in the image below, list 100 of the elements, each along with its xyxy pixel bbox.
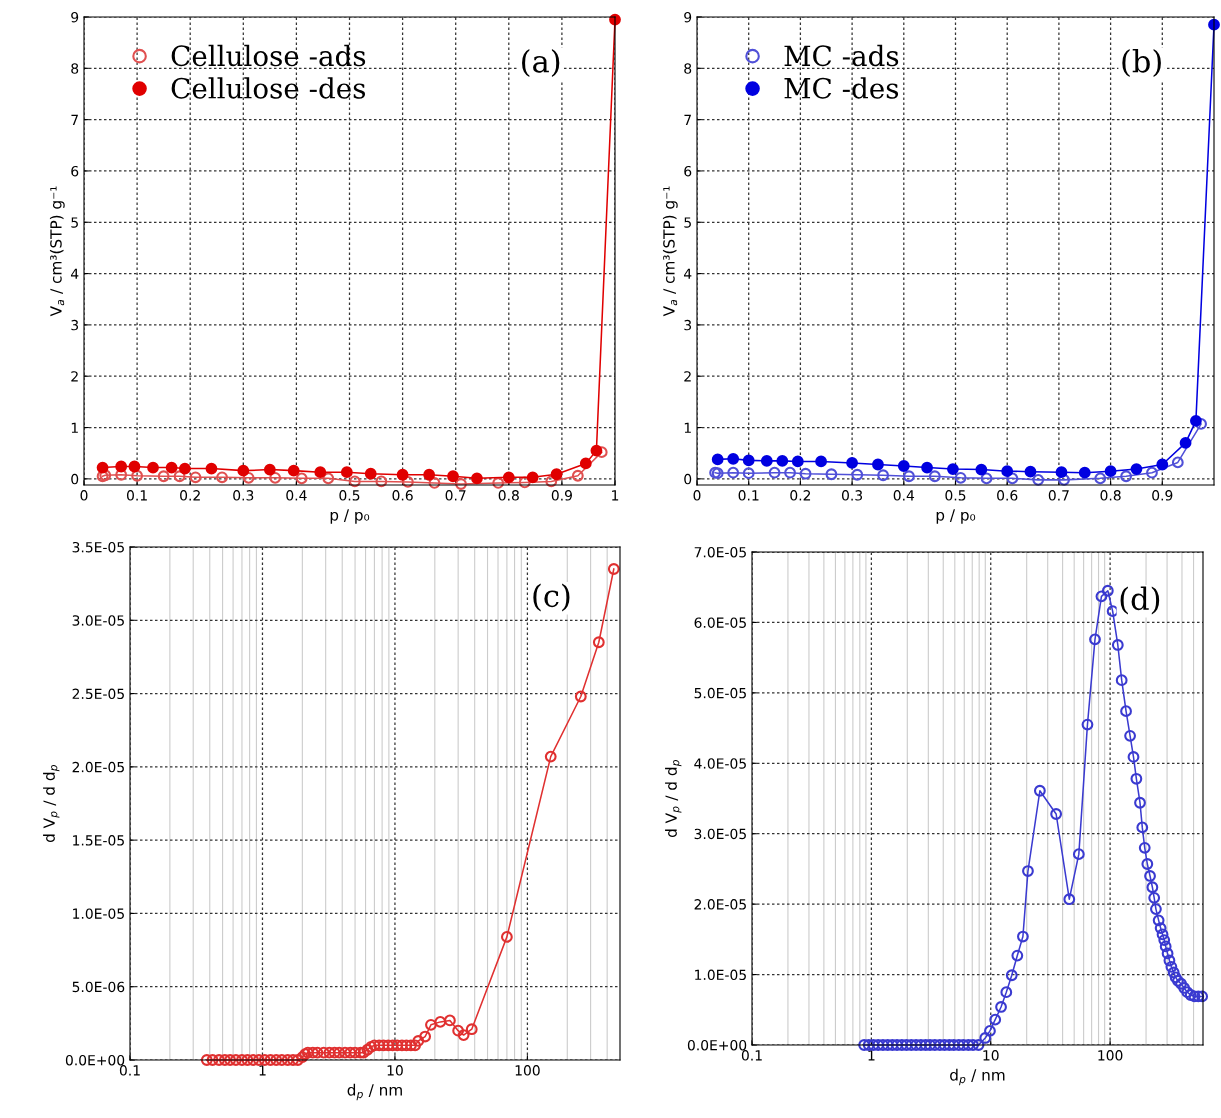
point bbox=[727, 466, 740, 479]
y-tick-label: 6.0E-05 bbox=[694, 617, 746, 628]
y-tick-label: 4.0E-05 bbox=[694, 758, 746, 769]
x-tick-label: 0.5 bbox=[945, 490, 966, 501]
x-tick-label: 0.4 bbox=[286, 490, 307, 501]
y-tick-label: 2 bbox=[71, 371, 78, 382]
legend-label: MC -ads bbox=[784, 44, 899, 67]
y-tick-label: 7 bbox=[71, 114, 78, 125]
x-tick-label: 0.3 bbox=[233, 490, 254, 501]
point bbox=[846, 457, 858, 469]
point bbox=[975, 463, 988, 476]
point bbox=[492, 477, 505, 489]
point bbox=[768, 466, 781, 479]
point bbox=[340, 466, 353, 479]
annotation: (d) bbox=[1120, 586, 1160, 615]
annotation: (c) bbox=[533, 583, 570, 612]
y-axis-title: d V$_{p}$ / d d$_{p}$ bbox=[665, 760, 682, 838]
point bbox=[216, 471, 228, 484]
x-tick-label: 0.6 bbox=[997, 490, 1018, 501]
x-tick-label: 0.1 bbox=[738, 490, 759, 501]
x-tick-label: 0.9 bbox=[1152, 490, 1173, 501]
x-tick-label: 0.4 bbox=[893, 490, 915, 501]
point bbox=[1104, 465, 1117, 478]
point bbox=[1130, 463, 1143, 475]
x-tick-label: 100 bbox=[1098, 1050, 1123, 1061]
point bbox=[242, 471, 255, 484]
legend-label: Cellulose -des bbox=[171, 77, 366, 99]
y-tick-label: 1.0E-05 bbox=[73, 908, 124, 919]
x-tick-label: 0.6 bbox=[392, 490, 413, 501]
point bbox=[189, 471, 202, 484]
point bbox=[550, 468, 563, 481]
point bbox=[851, 468, 864, 481]
point bbox=[1078, 466, 1091, 479]
point bbox=[1171, 456, 1184, 469]
y-tick-label: 0 bbox=[684, 473, 692, 485]
y-tick-label: 2.0E-05 bbox=[694, 899, 746, 910]
point bbox=[131, 469, 143, 482]
point bbox=[1156, 458, 1169, 471]
y-tick-label: 2 bbox=[684, 371, 691, 382]
y-tick-label: 0.0E+00 bbox=[65, 1054, 125, 1066]
point bbox=[348, 475, 361, 488]
point bbox=[954, 471, 967, 484]
point bbox=[545, 475, 558, 488]
point bbox=[147, 461, 159, 474]
point bbox=[173, 470, 186, 483]
point bbox=[205, 462, 218, 475]
point bbox=[526, 471, 539, 484]
point bbox=[96, 461, 109, 474]
point bbox=[1190, 414, 1202, 427]
y-tick-label: 1.5E-05 bbox=[73, 835, 124, 846]
y-axis-title: d V$_{p}$ / d d$_{p}$ bbox=[43, 765, 60, 843]
point bbox=[1006, 472, 1019, 485]
y-tick-label: 8 bbox=[684, 63, 692, 74]
x-tick-label: 100 bbox=[515, 1065, 540, 1076]
point bbox=[791, 455, 804, 468]
y-tick-label: 1 bbox=[71, 422, 78, 433]
y-tick-label: 4 bbox=[70, 268, 79, 279]
point bbox=[1032, 473, 1045, 486]
point bbox=[727, 452, 740, 465]
x-tick-label: 1 bbox=[259, 1065, 266, 1076]
y-tick-label: 3 bbox=[684, 319, 692, 331]
y-tick-label: 3 bbox=[71, 319, 79, 331]
y-tick-label: 3.0E-05 bbox=[694, 828, 746, 840]
y-tick-label: 3.5E-05 bbox=[72, 541, 124, 553]
x-tick-label: 0.5 bbox=[339, 490, 360, 501]
y-tick-label: 6 bbox=[684, 165, 692, 177]
point bbox=[799, 467, 812, 480]
x-tick-label: 0.7 bbox=[445, 490, 466, 501]
y-tick-label: 7 bbox=[684, 114, 691, 125]
point bbox=[1120, 470, 1133, 483]
y-axis-title: V$_{a}$ / cm³(STP) g⁻¹ bbox=[662, 186, 678, 317]
x-axis-title: p / p₀ bbox=[936, 509, 976, 524]
x-tick-label: 0.7 bbox=[1048, 490, 1069, 501]
point bbox=[269, 471, 282, 484]
x-tick-label: 0.9 bbox=[551, 490, 572, 501]
point bbox=[579, 457, 592, 470]
point bbox=[375, 475, 388, 488]
point bbox=[571, 469, 584, 482]
point bbox=[423, 468, 436, 481]
point bbox=[877, 469, 890, 482]
y-tick-label: 7.0E-05 bbox=[694, 546, 746, 558]
point bbox=[1179, 437, 1192, 449]
y-tick-label: 5 bbox=[71, 217, 78, 228]
annotation: (b) bbox=[1122, 49, 1161, 77]
annotation: (a) bbox=[522, 49, 560, 77]
point bbox=[1055, 466, 1068, 479]
point bbox=[760, 454, 773, 467]
x-tick-label: 1 bbox=[868, 1050, 875, 1061]
point bbox=[903, 470, 915, 483]
point bbox=[1001, 465, 1014, 478]
point bbox=[157, 470, 170, 483]
point bbox=[502, 471, 515, 484]
y-tick-label: 9 bbox=[71, 11, 79, 23]
y-tick-label: 0.0E+00 bbox=[687, 1039, 747, 1051]
x-axis-title: d$_{p}$ / nm bbox=[347, 1083, 402, 1101]
point bbox=[128, 460, 141, 473]
y-tick-label: 0 bbox=[71, 473, 79, 485]
x-axis-title: p / p₀ bbox=[330, 509, 370, 524]
x-axis-title: d$_{p}$ / nm bbox=[950, 1068, 1005, 1086]
y-tick-label: 1.0E-05 bbox=[695, 969, 746, 981]
